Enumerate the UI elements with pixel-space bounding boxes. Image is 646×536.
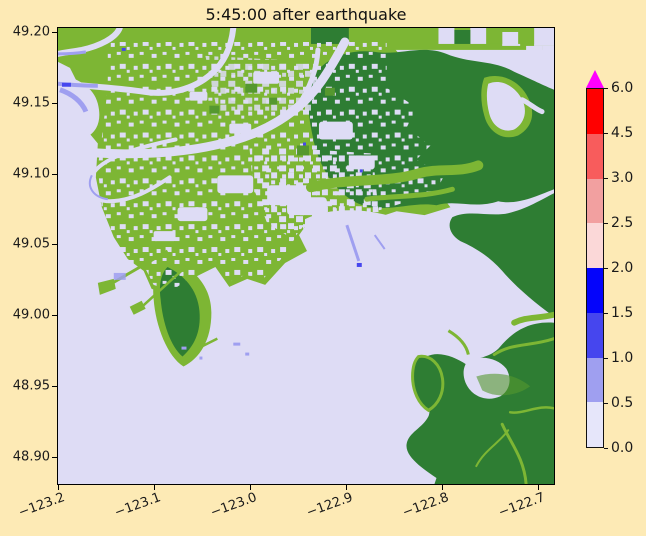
colorbar-over-triangle xyxy=(586,70,604,88)
plot-title: 5:45:00 after earthquake xyxy=(205,5,407,24)
upland-top-patch xyxy=(310,28,349,44)
x-tick-label: −123.1 xyxy=(112,490,163,521)
colorbar-tick-mark xyxy=(604,268,608,269)
x-tick-label: −122.9 xyxy=(304,490,355,521)
colorbar-segment xyxy=(587,223,603,268)
x-tick-mark xyxy=(58,485,59,490)
y-tick-mark xyxy=(52,457,57,458)
colorbar-tick-label: 0.0 xyxy=(611,440,634,456)
map-plot xyxy=(57,27,555,485)
x-tick-mark xyxy=(538,485,539,490)
colorbar-tick-label: 1.0 xyxy=(611,350,634,366)
wave-details xyxy=(58,47,386,360)
x-tick-label: −122.8 xyxy=(400,490,451,521)
colorbar-tick-label: 2.5 xyxy=(611,215,634,231)
inlet-water xyxy=(486,81,525,131)
colorbar-segment xyxy=(587,178,603,224)
amr-cells xyxy=(438,28,554,60)
x-tick-mark xyxy=(154,485,155,490)
y-tick-label: 49.20 xyxy=(12,24,50,40)
colorbar-tick-mark xyxy=(604,448,608,449)
colorbar-tick-label: 0.5 xyxy=(611,395,634,411)
upland-bottom-right xyxy=(406,322,554,484)
y-tick-label: 49.00 xyxy=(12,307,50,323)
colorbar-segment xyxy=(587,312,603,358)
streams xyxy=(475,337,554,484)
x-tick-label: −122.7 xyxy=(496,490,547,521)
valley-lowland xyxy=(306,160,554,326)
y-tick-mark xyxy=(52,386,57,387)
headland xyxy=(411,354,445,413)
colorbar-tick-label: 3.0 xyxy=(611,170,634,186)
colorbar xyxy=(586,70,604,448)
y-tick-mark xyxy=(52,315,57,316)
x-tick-mark xyxy=(346,485,347,490)
x-tick-mark xyxy=(250,485,251,490)
x-tick-mark xyxy=(442,485,443,490)
colorbar-tick-mark xyxy=(604,223,608,224)
mud-bay xyxy=(305,210,429,253)
colorbar-segment xyxy=(587,357,603,403)
colorbar-body xyxy=(586,88,604,448)
colorbar-segment xyxy=(587,133,603,179)
y-tick-mark xyxy=(52,32,57,33)
y-tick-label: 48.90 xyxy=(12,449,50,465)
y-tick-label: 48.95 xyxy=(12,378,50,394)
colorbar-tick-label: 2.0 xyxy=(611,260,634,276)
colorbar-tick-mark xyxy=(604,358,608,359)
colorbar-tick-mark xyxy=(604,403,608,404)
y-tick-mark xyxy=(52,174,57,175)
y-tick-mark xyxy=(52,244,57,245)
colorbar-segment xyxy=(587,89,603,134)
colorbar-tick-label: 1.5 xyxy=(611,305,634,321)
colorbar-segment xyxy=(587,402,603,447)
jetties xyxy=(97,249,470,355)
y-tick-label: 49.15 xyxy=(12,95,50,111)
flood-patches xyxy=(153,71,375,242)
y-tick-mark xyxy=(52,103,57,104)
colorbar-tick-mark xyxy=(604,88,608,89)
bank-flood xyxy=(58,73,100,140)
upland-right-band xyxy=(449,193,554,317)
y-tick-label: 49.05 xyxy=(12,236,50,252)
x-tick-label: −123.0 xyxy=(208,490,259,521)
vegetation-patches xyxy=(209,83,335,156)
colorbar-segment xyxy=(587,268,603,313)
flood-zone-richmond xyxy=(205,55,317,114)
map-raster xyxy=(58,28,554,484)
upland-shading xyxy=(476,373,531,396)
inlet-arm xyxy=(519,97,545,115)
colorbar-tick-label: 6.0 xyxy=(611,80,634,96)
colorbar-tick-mark xyxy=(604,178,608,179)
x-tick-label: −123.2 xyxy=(16,490,67,521)
colorbar-tick-mark xyxy=(604,133,608,134)
colorbar-tick-mark xyxy=(604,313,608,314)
colorbar-tick-label: 4.5 xyxy=(611,125,634,141)
y-tick-label: 49.10 xyxy=(12,166,50,182)
